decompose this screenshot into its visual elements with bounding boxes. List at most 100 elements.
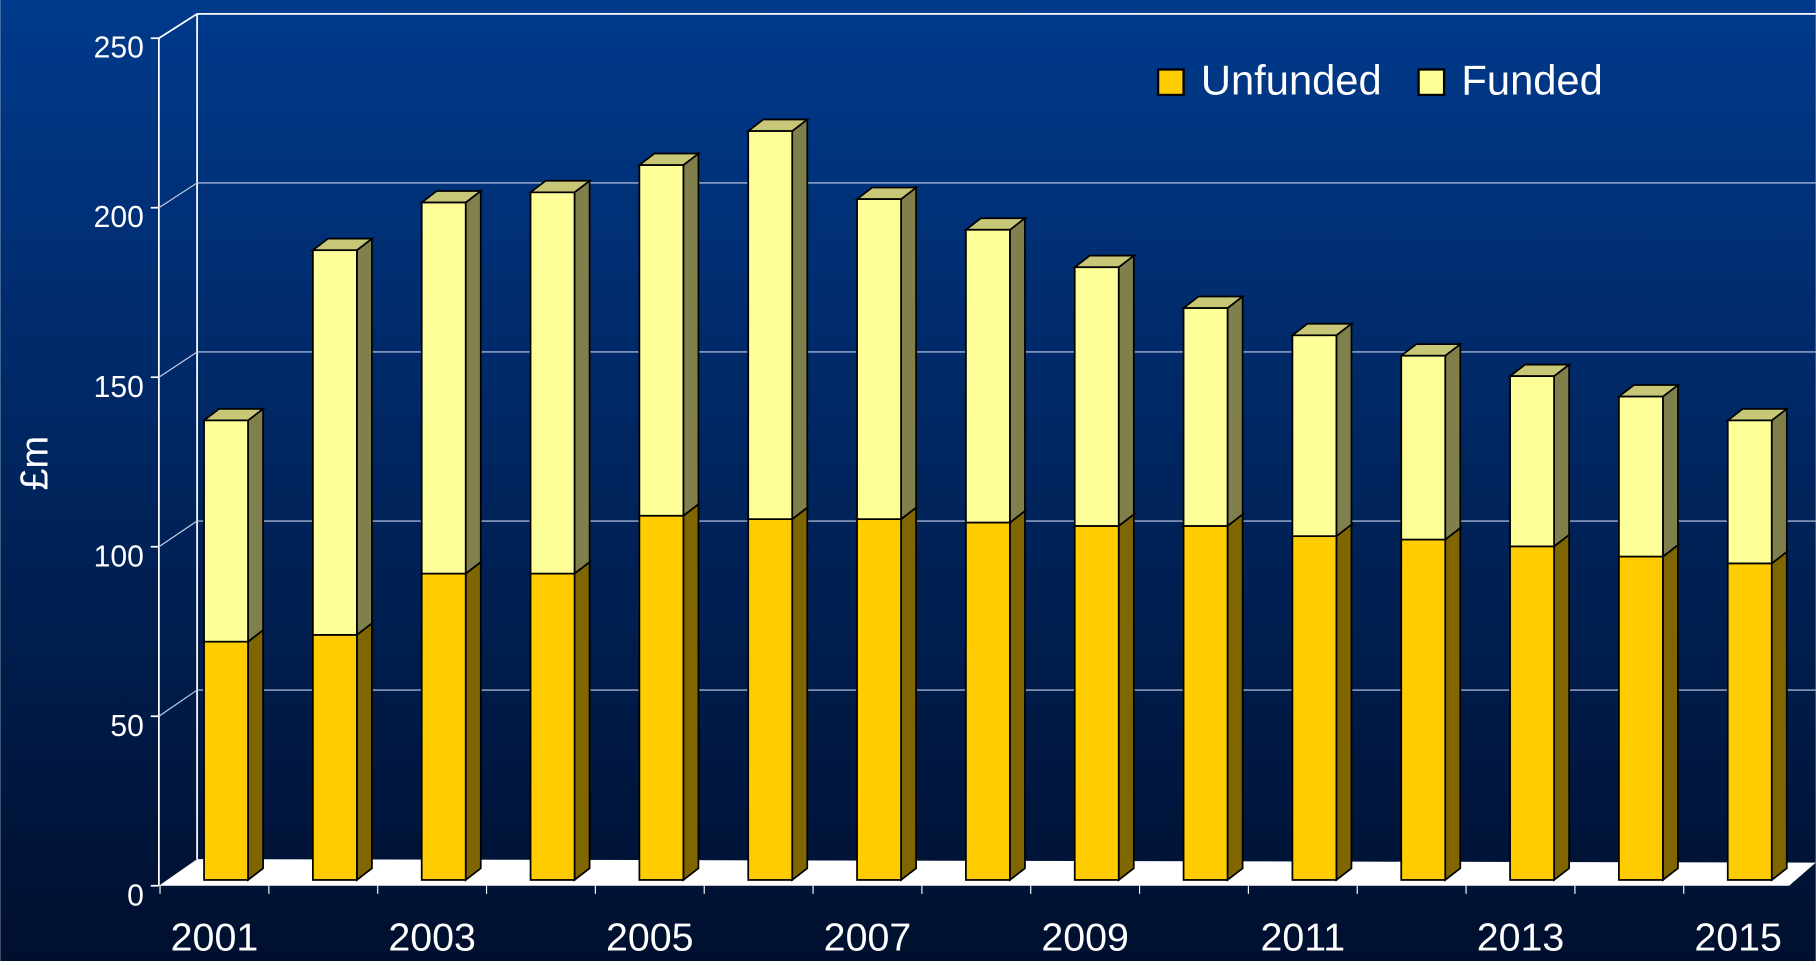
bar-front xyxy=(1073,525,1120,881)
bar-side xyxy=(356,621,373,882)
bar-side xyxy=(1770,550,1788,882)
bar-segment xyxy=(1725,550,1790,882)
bar-front xyxy=(965,521,1011,881)
x-tick-label: 2015 xyxy=(1694,916,1782,960)
x-tick-label: 2001 xyxy=(171,916,259,960)
bar-front xyxy=(420,201,467,575)
bar-segment xyxy=(1398,526,1463,882)
y-tick-label: 100 xyxy=(94,540,144,573)
bar-front xyxy=(529,191,576,575)
bar-front xyxy=(203,640,249,881)
y-axis-label: £m xyxy=(13,436,57,491)
bar-front xyxy=(1182,525,1229,881)
bar-segment xyxy=(1616,543,1681,882)
bar-segment xyxy=(963,509,1028,882)
bar-segment xyxy=(201,407,266,644)
bar-segment xyxy=(310,621,375,882)
bar-front xyxy=(638,164,685,517)
bar-side xyxy=(900,505,917,882)
bar-front xyxy=(312,249,358,636)
legend-swatch xyxy=(1156,68,1185,97)
bar-side xyxy=(1335,321,1353,538)
bar-side xyxy=(1770,407,1788,566)
bar-front xyxy=(856,518,902,881)
bar-segment xyxy=(1398,342,1463,542)
bar-side xyxy=(682,502,700,882)
grid-line-side xyxy=(158,182,198,209)
bar-front xyxy=(420,572,467,881)
bar-side xyxy=(247,407,264,644)
bar-side xyxy=(573,178,591,576)
bar-segment xyxy=(527,178,593,576)
bar-segment xyxy=(1725,407,1790,566)
bar-segment xyxy=(1072,253,1137,528)
bar-segment xyxy=(854,185,919,521)
legend-label: Unfunded xyxy=(1201,56,1382,103)
bar-front xyxy=(747,518,794,881)
bar-side xyxy=(791,505,809,882)
bar-front xyxy=(1618,555,1664,881)
grid-line-side xyxy=(158,351,198,378)
bar-segment xyxy=(854,505,919,882)
x-tick-label: 2005 xyxy=(606,916,694,960)
bar-side xyxy=(1226,512,1244,882)
bar-segment xyxy=(1289,321,1355,538)
bar-segment xyxy=(527,560,593,882)
bar-front xyxy=(965,228,1011,524)
bar-front xyxy=(312,633,358,881)
bar-side xyxy=(1444,342,1462,542)
y-tick-label: 200 xyxy=(94,201,144,234)
bar-front xyxy=(203,419,249,643)
bar-segment xyxy=(745,505,810,882)
bar-segment xyxy=(636,502,701,882)
bar-segment xyxy=(963,216,1028,525)
bar-side xyxy=(1553,533,1570,882)
bar-side xyxy=(1226,294,1244,528)
bar-segment xyxy=(201,628,266,882)
bar-segment xyxy=(419,560,484,882)
bar-side xyxy=(791,117,809,521)
bar-side xyxy=(1553,362,1570,549)
bar-side xyxy=(464,189,482,576)
bar-segment xyxy=(745,117,810,521)
bar-front xyxy=(1509,545,1555,881)
bar-front xyxy=(529,572,576,881)
bar-segment xyxy=(419,189,484,576)
bar-side xyxy=(1117,512,1135,882)
bar-side xyxy=(900,185,917,521)
x-tick-label: 2013 xyxy=(1477,916,1565,960)
legend-swatch xyxy=(1417,68,1446,97)
bar-front xyxy=(1182,307,1229,527)
bar-side xyxy=(1662,383,1679,559)
bar-front xyxy=(856,198,902,520)
grid-line-side xyxy=(158,689,198,717)
bar-side xyxy=(464,560,482,882)
bar-side xyxy=(1444,526,1462,882)
bar-side xyxy=(1009,509,1026,882)
bar-side xyxy=(1335,522,1353,882)
grid-line-side xyxy=(158,520,198,548)
bar-segment xyxy=(636,151,701,518)
bar-side xyxy=(682,151,700,518)
bar-front xyxy=(1509,375,1555,548)
bar-front xyxy=(1073,266,1120,527)
y-tick-label: 0 xyxy=(127,879,144,912)
bar-segment xyxy=(1616,383,1681,559)
bar-side xyxy=(1117,253,1135,528)
bar-segment xyxy=(1507,362,1572,549)
bar-side xyxy=(247,628,264,882)
bar-front xyxy=(747,130,794,520)
bar-segment xyxy=(1507,533,1572,882)
bar-front xyxy=(1726,419,1773,565)
axis-corner xyxy=(158,13,198,39)
x-tick-label: 2007 xyxy=(824,916,912,960)
bar-front xyxy=(1618,395,1664,558)
bar-segment xyxy=(1181,512,1246,882)
x-tick-label: 2009 xyxy=(1041,916,1129,960)
bar-front xyxy=(1291,535,1338,881)
legend-label: Funded xyxy=(1461,56,1602,103)
bar-front xyxy=(1400,354,1447,541)
bar-side xyxy=(356,236,373,637)
